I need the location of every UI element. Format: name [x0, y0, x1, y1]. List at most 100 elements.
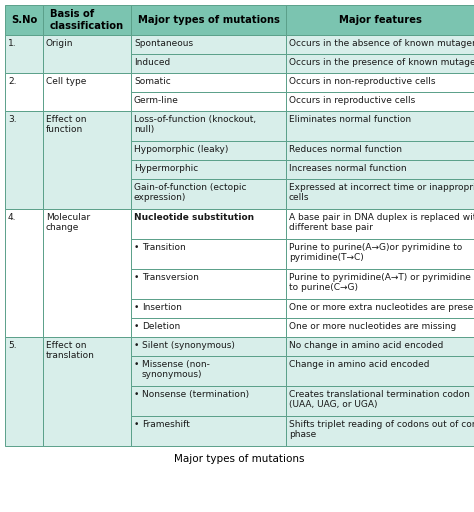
Text: Spontaneous: Spontaneous: [134, 39, 193, 48]
Text: Major types of mutations: Major types of mutations: [137, 15, 280, 25]
Text: 4.: 4.: [8, 213, 17, 222]
Bar: [43, 73, 131, 111]
Bar: [286, 141, 474, 160]
Bar: [286, 73, 474, 92]
Bar: [5, 337, 43, 446]
Text: Deletion: Deletion: [142, 322, 180, 331]
Text: Basis of
classification: Basis of classification: [50, 9, 124, 31]
Bar: [131, 337, 286, 356]
Text: Increases normal function: Increases normal function: [289, 164, 407, 173]
Bar: [131, 239, 286, 269]
Text: Gain-of-function (ectopic
expression): Gain-of-function (ectopic expression): [134, 183, 246, 202]
Bar: [5, 209, 43, 337]
Text: Nucleotide substitution: Nucleotide substitution: [134, 213, 254, 222]
Bar: [131, 35, 286, 54]
Text: •: •: [134, 243, 139, 252]
Bar: [5, 35, 43, 73]
Bar: [43, 5, 131, 35]
Text: Change in amino acid encoded: Change in amino acid encoded: [289, 360, 429, 369]
Text: Molecular
change: Molecular change: [46, 213, 90, 232]
Text: 3.: 3.: [8, 115, 17, 124]
Text: Induced: Induced: [134, 58, 170, 67]
Bar: [5, 73, 43, 111]
Bar: [286, 111, 474, 141]
Text: Occurs in the absence of known mutagen: Occurs in the absence of known mutagen: [289, 39, 474, 48]
Text: One or more nucleotides are missing: One or more nucleotides are missing: [289, 322, 456, 331]
Text: •: •: [134, 273, 139, 282]
Text: No change in amino acid encoded: No change in amino acid encoded: [289, 341, 443, 350]
Text: •: •: [134, 360, 139, 369]
Bar: [43, 209, 131, 337]
Bar: [286, 239, 474, 269]
Bar: [131, 54, 286, 73]
Bar: [286, 356, 474, 386]
Text: •: •: [134, 390, 139, 399]
Bar: [131, 318, 286, 337]
Text: Transversion: Transversion: [142, 273, 199, 282]
Text: Occurs in non-reproductive cells: Occurs in non-reproductive cells: [289, 77, 436, 86]
Bar: [286, 92, 474, 111]
Bar: [131, 299, 286, 318]
Text: Occurs in reproductive cells: Occurs in reproductive cells: [289, 96, 415, 105]
Text: Insertion: Insertion: [142, 303, 182, 312]
Bar: [286, 416, 474, 446]
Text: Major types of mutations: Major types of mutations: [174, 454, 305, 464]
Text: Major features: Major features: [338, 15, 421, 25]
Bar: [286, 269, 474, 299]
Text: Expressed at incorrect time or inappropriate
cells: Expressed at incorrect time or inappropr…: [289, 183, 474, 202]
Text: Frameshift: Frameshift: [142, 420, 190, 429]
Text: Germ-line: Germ-line: [134, 96, 179, 105]
Bar: [43, 111, 131, 209]
Text: Creates translational termination codon
(UAA, UAG, or UGA): Creates translational termination codon …: [289, 390, 470, 410]
Text: 1.: 1.: [8, 39, 17, 48]
Bar: [286, 54, 474, 73]
Bar: [43, 35, 131, 73]
Text: Purine to pyrimidine(A→T) or pyrimidine
to purine(C→G): Purine to pyrimidine(A→T) or pyrimidine …: [289, 273, 471, 292]
Bar: [131, 386, 286, 416]
Text: 2.: 2.: [8, 77, 17, 86]
Text: Loss-of-function (knockout,
null): Loss-of-function (knockout, null): [134, 115, 256, 134]
Text: Effect on
translation: Effect on translation: [46, 341, 95, 360]
Bar: [286, 35, 474, 54]
Text: Transition: Transition: [142, 243, 186, 252]
Bar: [131, 160, 286, 179]
Text: Occurs in the presence of known mutagen: Occurs in the presence of known mutagen: [289, 58, 474, 67]
Text: Shifts triplet reading of codons out of correct
phase: Shifts triplet reading of codons out of …: [289, 420, 474, 439]
Text: A base pair in DNA duplex is replaced with a
different base pair: A base pair in DNA duplex is replaced wi…: [289, 213, 474, 232]
Bar: [131, 209, 286, 239]
Bar: [131, 111, 286, 141]
Text: •: •: [134, 341, 139, 350]
Text: •: •: [134, 303, 139, 312]
Bar: [131, 269, 286, 299]
Bar: [286, 386, 474, 416]
Bar: [131, 356, 286, 386]
Text: Eliminates normal function: Eliminates normal function: [289, 115, 411, 124]
Bar: [131, 141, 286, 160]
Text: Somatic: Somatic: [134, 77, 171, 86]
Bar: [131, 179, 286, 209]
Text: •: •: [134, 420, 139, 429]
Bar: [286, 179, 474, 209]
Bar: [286, 337, 474, 356]
Text: One or more extra nucleotides are present: One or more extra nucleotides are presen…: [289, 303, 474, 312]
Bar: [131, 73, 286, 92]
Bar: [286, 5, 474, 35]
Text: Missense (non-
synonymous): Missense (non- synonymous): [142, 360, 210, 379]
Text: Hypermorphic: Hypermorphic: [134, 164, 198, 173]
Bar: [131, 5, 286, 35]
Text: Origin: Origin: [46, 39, 73, 48]
Bar: [286, 209, 474, 239]
Bar: [286, 299, 474, 318]
Bar: [43, 337, 131, 446]
Text: Reduces normal function: Reduces normal function: [289, 145, 402, 154]
Bar: [286, 160, 474, 179]
Text: Silent (synonymous): Silent (synonymous): [142, 341, 235, 350]
Text: 5.: 5.: [8, 341, 17, 350]
Text: Hypomorphic (leaky): Hypomorphic (leaky): [134, 145, 228, 154]
Text: •: •: [134, 322, 139, 331]
Text: Purine to purine(A→G)or pyrimidine to
pyrimidine(T→C): Purine to purine(A→G)or pyrimidine to py…: [289, 243, 462, 262]
Bar: [286, 318, 474, 337]
Bar: [5, 5, 43, 35]
Text: S.No: S.No: [11, 15, 37, 25]
Text: Cell type: Cell type: [46, 77, 86, 86]
